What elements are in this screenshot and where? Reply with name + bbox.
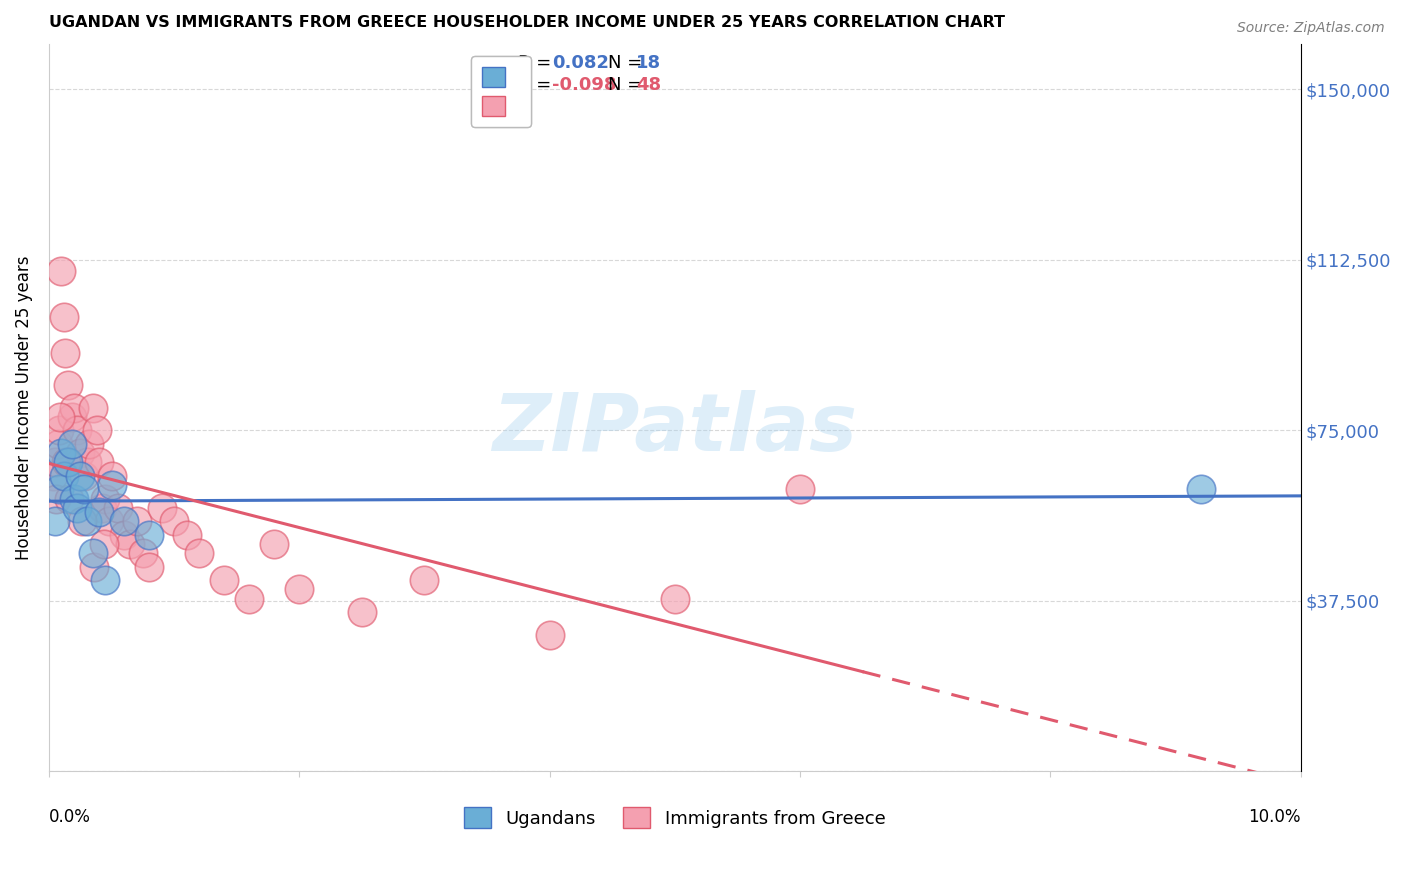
Point (63, 491, 86, 506)
Point (77, 437, 100, 451)
Point (76, 514, 98, 528)
Point (98, 514, 121, 528)
Point (93, 537, 115, 551)
Point (288, 582, 311, 597)
Point (51, 264, 73, 278)
Point (44, 514, 66, 528)
Text: R =: R = (519, 76, 557, 95)
Text: -0.098: -0.098 (553, 76, 617, 95)
Point (60, 409, 83, 424)
Point (125, 514, 148, 528)
Point (212, 574, 235, 588)
Point (138, 559, 160, 574)
Point (65, 423, 87, 437)
Point (120, 537, 142, 551)
Point (132, 546, 155, 560)
Point (45, 491, 67, 506)
Point (188, 546, 211, 560)
Point (176, 528, 198, 542)
Point (138, 528, 160, 542)
Point (94, 491, 117, 506)
Point (87, 505, 110, 519)
Point (56, 377, 79, 392)
Point (60, 437, 83, 451)
Text: 18: 18 (636, 54, 661, 71)
Point (82, 546, 104, 560)
Y-axis label: Householder Income Under 25 years: Householder Income Under 25 years (15, 255, 32, 560)
Point (163, 514, 186, 528)
Point (90, 500, 112, 515)
Point (664, 591, 686, 606)
Text: UGANDAN VS IMMIGRANTS FROM GREECE HOUSEHOLDER INCOME UNDER 25 YEARS CORRELATION : UGANDAN VS IMMIGRANTS FROM GREECE HOUSEH… (49, 15, 1005, 30)
Point (350, 605, 373, 619)
Text: R =: R = (519, 54, 557, 71)
Point (150, 500, 173, 515)
Point (65, 500, 87, 515)
Point (51, 446, 73, 460)
Point (263, 537, 285, 551)
Point (76, 455, 98, 469)
Point (238, 591, 260, 606)
Point (112, 528, 135, 542)
Point (94, 574, 117, 588)
Point (538, 628, 561, 642)
Point (58, 491, 80, 506)
Point (100, 468, 122, 483)
Point (73, 468, 96, 483)
Point (49, 409, 72, 424)
Point (100, 478, 122, 492)
Point (55, 455, 77, 469)
Point (56, 455, 79, 469)
Text: 0.0%: 0.0% (49, 808, 91, 826)
Point (53, 346, 76, 360)
Text: N =: N = (609, 76, 648, 95)
Point (73, 483, 96, 497)
Point (69, 446, 91, 460)
Point (86, 423, 108, 437)
Legend: , : , (471, 56, 530, 127)
Point (53, 310, 76, 324)
Point (112, 514, 135, 528)
Point (107, 500, 129, 515)
Point (46, 437, 69, 451)
Point (48, 483, 70, 497)
Point (63, 401, 86, 415)
Point (53, 468, 76, 483)
Point (70, 514, 93, 528)
Point (82, 401, 104, 415)
Point (413, 574, 436, 588)
Text: ZIPatlas: ZIPatlas (492, 391, 858, 468)
Text: Source: ZipAtlas.com: Source: ZipAtlas.com (1237, 21, 1385, 35)
Point (87, 455, 110, 469)
Point (1189, 483, 1212, 497)
Point (83, 559, 105, 574)
Point (69, 468, 91, 483)
Text: 48: 48 (636, 76, 661, 95)
Point (42, 468, 65, 483)
Point (44, 455, 66, 469)
Text: 0.082: 0.082 (553, 54, 609, 71)
Point (48, 423, 70, 437)
Text: N =: N = (609, 54, 648, 71)
Point (789, 483, 811, 497)
Text: 10.0%: 10.0% (1249, 808, 1301, 826)
